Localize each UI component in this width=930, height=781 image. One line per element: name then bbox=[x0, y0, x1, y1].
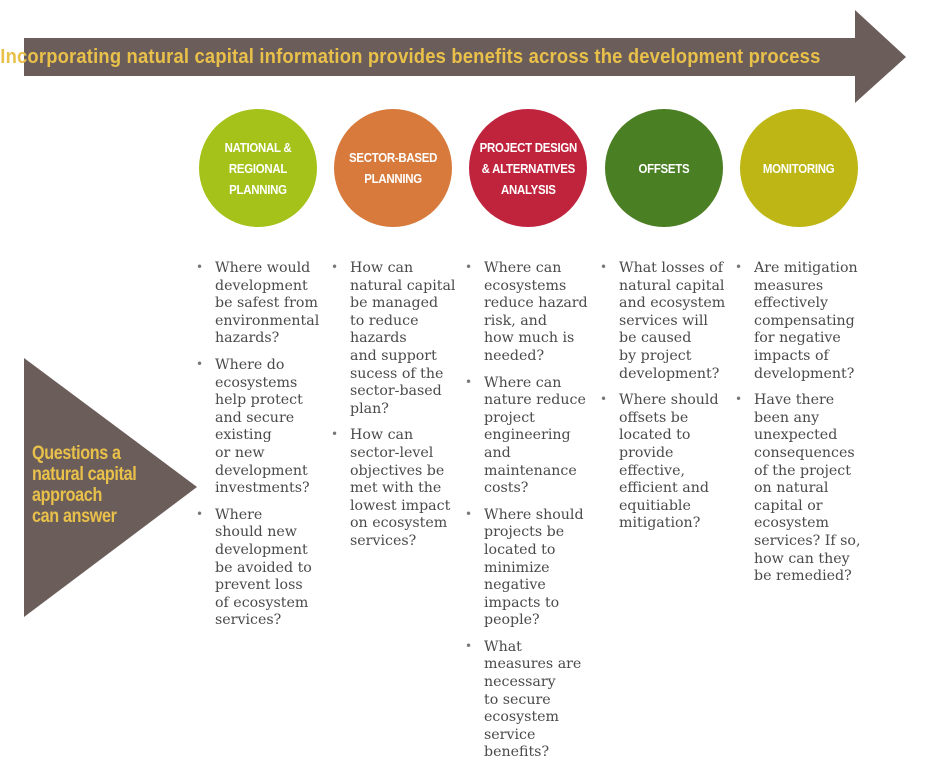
question-item: Where can ecosystems reduce hazard risk,… bbox=[465, 259, 595, 366]
question-item: Where should projects be located to mini… bbox=[465, 506, 595, 630]
stage-label: SECTOR-BASED PLANNING bbox=[348, 150, 438, 186]
banner-arrow bbox=[24, 10, 906, 103]
question-item: Where should offsets be located to provi… bbox=[600, 391, 732, 533]
question-item: Are mitigation measures effectively comp… bbox=[735, 259, 875, 383]
stage-national-regional-planning: NATIONAL & REGIONAL PLANNING bbox=[199, 109, 317, 227]
question-item: What losses of natural capital and ecosy… bbox=[600, 259, 732, 383]
stage-label: NATIONAL & REGIONAL PLANNING bbox=[224, 139, 292, 197]
questions-column-sector: How can natural capital be managed to re… bbox=[331, 259, 461, 560]
stage-label: MONITORING bbox=[763, 160, 835, 176]
questions-column-national: Where would development be safest from e… bbox=[196, 259, 326, 639]
stage-monitoring: MONITORING bbox=[740, 109, 858, 227]
question-item: Where would development be safest from e… bbox=[196, 259, 326, 348]
question-item: Where can nature reduce project engineer… bbox=[465, 374, 595, 498]
questions-column-monitoring: Are mitigation measures effectively comp… bbox=[735, 259, 875, 595]
stage-sector-based-planning: SECTOR-BASED PLANNING bbox=[334, 109, 452, 227]
question-item: How can sector-level objectives be met w… bbox=[331, 426, 461, 550]
stage-project-design: PROJECT DESIGN & ALTERNATIVES ANALYSIS bbox=[469, 109, 587, 227]
stage-label: PROJECT DESIGN & ALTERNATIVES ANALYSIS bbox=[479, 139, 577, 197]
question-item: Where do ecosystems help protect and sec… bbox=[196, 356, 326, 498]
stage-label: OFFSETS bbox=[638, 160, 690, 176]
questions-column-offsets: What losses of natural capital and ecosy… bbox=[600, 259, 732, 542]
question-item: Have there been any unexpected consequen… bbox=[735, 391, 875, 586]
question-item: How can natural capital be managed to re… bbox=[331, 259, 461, 418]
stage-offsets: OFFSETS bbox=[605, 109, 723, 227]
banner-title: Incorporating natural capital informatio… bbox=[0, 45, 821, 68]
questions-column-project: Where can ecosystems reduce hazard risk,… bbox=[465, 259, 595, 771]
side-label: Questions a natural capital approach can… bbox=[32, 443, 137, 527]
question-item: What measures are necessary to secure ec… bbox=[465, 638, 595, 762]
question-item: Where should new development be avoided … bbox=[196, 506, 326, 630]
side-triangle bbox=[24, 358, 197, 617]
